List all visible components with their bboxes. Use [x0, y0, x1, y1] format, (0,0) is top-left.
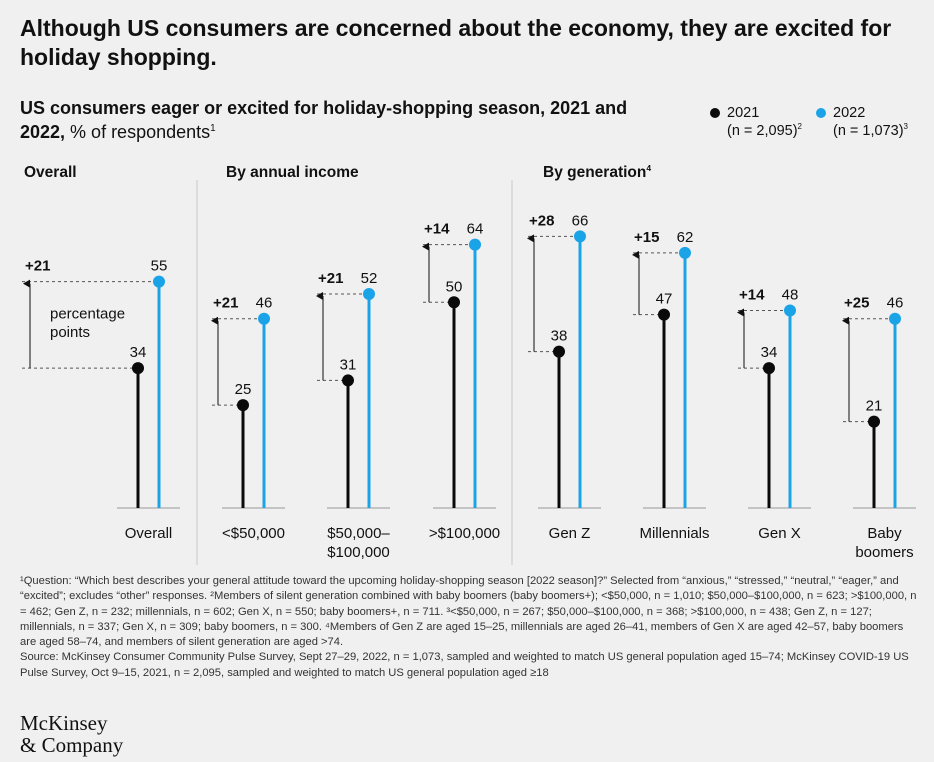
dot-2022 — [469, 238, 481, 251]
value-label-2022: 52 — [361, 270, 378, 287]
logo-line-1: McKinsey — [20, 711, 108, 735]
category-label: Millennials — [639, 525, 709, 542]
dot-2022 — [784, 304, 796, 317]
difference-label: +21 — [318, 270, 343, 287]
subtitle-note: 1 — [210, 123, 216, 134]
category-label: Overall — [125, 525, 173, 542]
difference-label: +21 — [25, 258, 50, 275]
footnotes: ¹Question: “Which best describes your ge… — [20, 574, 920, 681]
difference-label: +21 — [213, 295, 238, 312]
category-label: <$50,000 — [222, 525, 285, 542]
value-label-2021: 50 — [446, 278, 463, 295]
difference-label: +15 — [634, 229, 659, 246]
value-label-2022: 66 — [572, 212, 589, 229]
chart-subtitle: US consumers eager or excited for holida… — [20, 96, 640, 144]
legend-n-2022: (n = 1,073)3 — [833, 122, 908, 139]
legend-label-2021: 2021 — [727, 105, 760, 121]
dot-2021 — [132, 362, 144, 375]
category-label: boomers — [855, 544, 913, 561]
dot-2021 — [658, 308, 670, 321]
section-title-overall: Overall — [24, 164, 77, 181]
dot-2021 — [342, 374, 354, 387]
legend-item-2022: 2022 (n = 1,073)3 — [816, 104, 908, 140]
difference-label: +25 — [844, 295, 869, 312]
value-label-2021: 38 — [551, 328, 568, 345]
annotation-label: points — [50, 324, 90, 341]
legend-dot-2022 — [816, 108, 826, 118]
value-label-2021: 34 — [761, 344, 778, 361]
value-label-2022: 55 — [151, 258, 168, 275]
dot-2022 — [679, 246, 691, 259]
value-label-2021: 31 — [340, 356, 357, 373]
dot-2021 — [553, 345, 565, 358]
headline: Although US consumers are concerned abou… — [20, 15, 892, 70]
value-label-2021: 34 — [130, 344, 147, 361]
dot-2022 — [363, 288, 375, 301]
mckinsey-logo: McKinsey & Company — [20, 712, 123, 756]
section-title-income: By annual income — [226, 164, 359, 181]
logo-line-2: & Company — [20, 733, 124, 757]
dot-2021 — [868, 415, 880, 428]
value-label-2021: 47 — [656, 291, 673, 308]
subtitle-bold: US consumers eager or excited for holida… — [20, 98, 628, 142]
dot-2022 — [574, 230, 586, 243]
subtitle-rest: % of respondents — [65, 122, 211, 142]
value-label-2022: 46 — [887, 295, 904, 312]
footnote-text: ¹Question: “Which best describes your ge… — [20, 575, 917, 649]
dot-2022 — [258, 312, 270, 325]
category-label: >$100,000 — [429, 525, 500, 542]
source-text: Source: McKinsey Consumer Community Puls… — [20, 651, 909, 679]
legend-n-2021: (n = 2,095)2 — [727, 122, 802, 139]
dot-2021 — [237, 399, 249, 412]
legend-label-2022: 2022 — [833, 105, 866, 121]
value-label-2022: 64 — [467, 221, 484, 238]
difference-label: +14 — [739, 286, 765, 303]
dot-2022 — [153, 275, 165, 288]
legend-dot-2021 — [710, 108, 720, 118]
dot-2022 — [889, 312, 901, 325]
difference-label: +28 — [529, 212, 554, 229]
legend-item-2021: 2021 (n = 2,095)2 — [710, 104, 802, 140]
value-label-2021: 25 — [235, 381, 252, 398]
value-label-2021: 21 — [866, 398, 883, 415]
value-label-2022: 46 — [256, 295, 273, 312]
dot-stem-chart: 34 55 +21 Overall 25 46 +21 <$50,000 31 52 +21 $50,… — [22, 180, 916, 565]
section-title-generation: By generation4 — [543, 162, 652, 181]
category-label: Gen X — [758, 525, 801, 542]
value-label-2022: 48 — [782, 286, 799, 303]
category-label: Baby — [867, 525, 902, 542]
annotation-label: percentage — [50, 306, 125, 323]
category-label: $100,000 — [327, 544, 390, 561]
difference-label: +14 — [424, 221, 450, 238]
value-label-2022: 62 — [677, 229, 694, 246]
category-label: $50,000– — [327, 525, 390, 542]
category-label: Gen Z — [549, 525, 591, 542]
dot-2021 — [763, 362, 775, 375]
dot-2021 — [448, 296, 460, 309]
